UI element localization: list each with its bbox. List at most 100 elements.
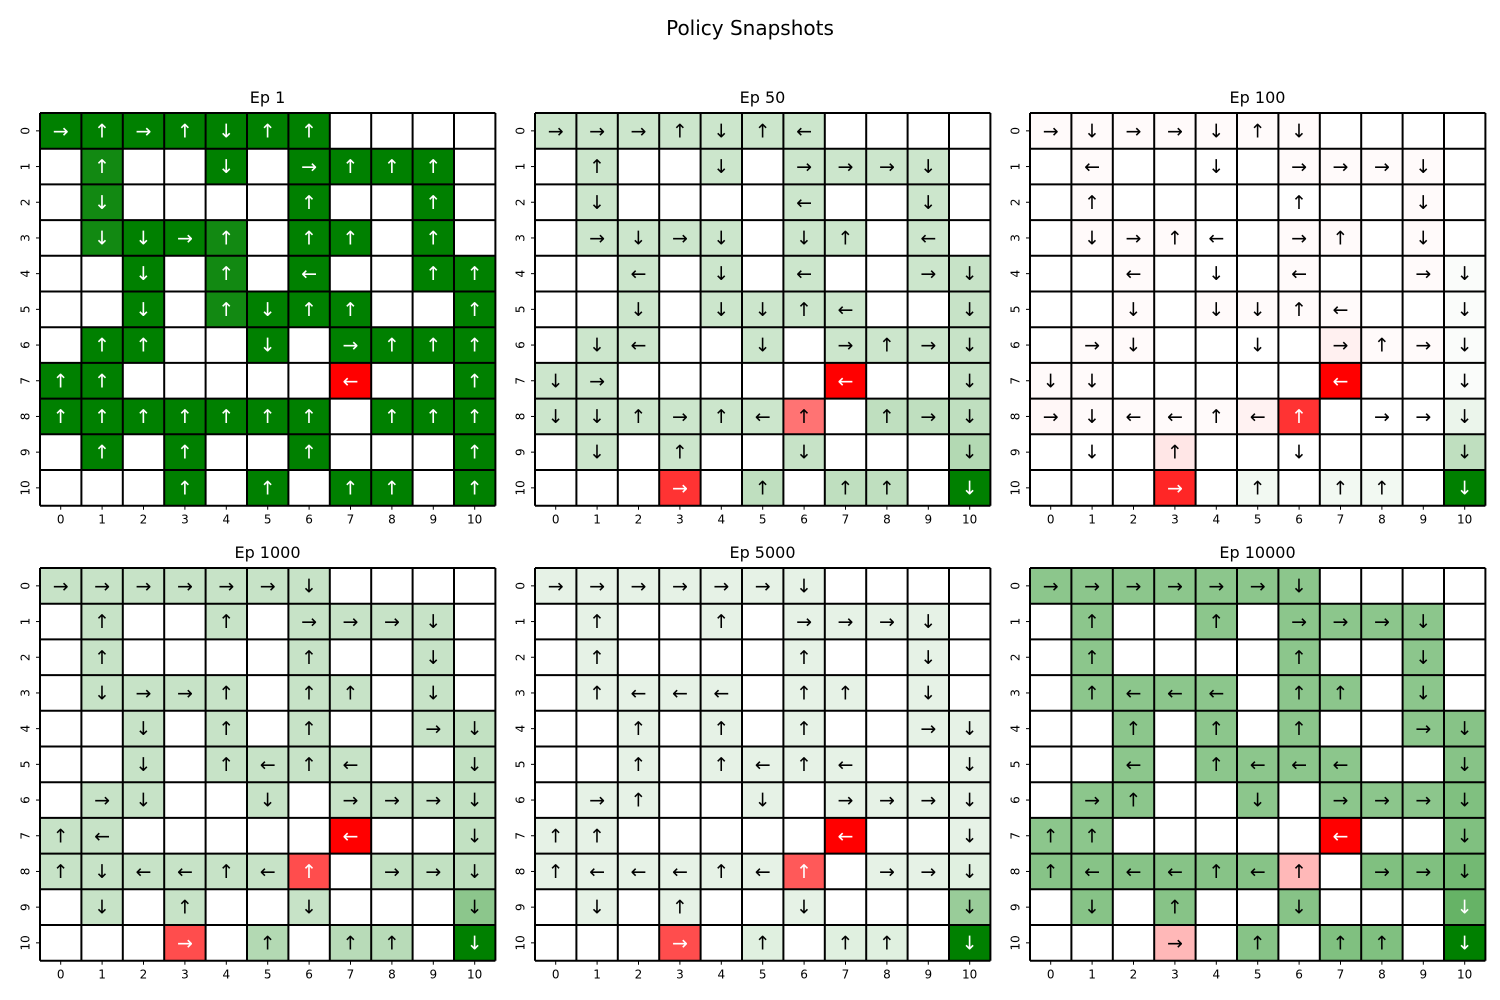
heatmap-cell	[1071, 817, 1113, 854]
policy-arrow: ↑	[425, 406, 441, 428]
heatmap-cell	[288, 817, 330, 854]
policy-arrow: ↓	[1457, 861, 1473, 883]
heatmap-cell	[949, 362, 991, 399]
heatmap-cell	[1319, 782, 1362, 818]
policy-arrow: ↑	[425, 192, 441, 214]
policy-arrow: ↑	[343, 682, 359, 704]
policy-heatmap: → → → ↑ ↓ ↑ ← ↑ ↓ → → → ↓ ↓ ← ↓ → ↓ → ↓ ↓ ↑ ← ← ↓ ← → ↓ ↓ ↓ ↓ ↑ ← ↓ ↓ ← ↓ → ↑ →…	[514, 112, 992, 527]
heatmap-cell	[576, 255, 618, 292]
heatmap-cell	[1361, 470, 1403, 506]
policy-arrow: ←	[343, 825, 359, 847]
y-tick-label: 3	[19, 234, 33, 242]
heatmap-cell	[81, 710, 123, 747]
heatmap-cell	[866, 398, 908, 435]
x-tick-label: 3	[676, 968, 684, 982]
policy-arrow: ↑	[53, 825, 69, 847]
heatmap-cell	[1154, 291, 1196, 328]
heatmap-cell	[288, 889, 330, 925]
policy-heatmap: → → → → → → ↓ ↑ ↑ → → → ↓ ↑ ↑ ↓ ↑ ← ← ← ↑ ↑ ↓ ↑ ↑ ↑ → ↓ ↑ ↑ ← ↑ ← ↓ → ↑ ↓ → → →…	[514, 567, 992, 982]
heatmap-cell	[247, 675, 289, 711]
heatmap-cell	[1237, 220, 1279, 256]
policy-arrow: →	[1167, 477, 1183, 499]
heatmap-cell	[535, 568, 577, 604]
x-tick-label: 1	[593, 513, 601, 527]
policy-arrow: ↑	[260, 120, 276, 142]
policy-arrow: ←	[1250, 754, 1266, 776]
heatmap-cell	[247, 362, 289, 399]
policy-arrow: ↓	[713, 156, 729, 178]
heatmap-cell	[81, 434, 123, 470]
heatmap-cell	[1402, 327, 1444, 363]
policy-arrow: ↓	[796, 227, 812, 249]
heatmap-cell	[454, 184, 496, 221]
heatmap-cell	[412, 255, 454, 292]
policy-arrow: →	[384, 790, 400, 812]
policy-arrow: ↓	[920, 647, 936, 669]
policy-arrow: →	[1415, 790, 1431, 812]
heatmap-cell	[659, 853, 701, 890]
heatmap-cell	[329, 568, 372, 604]
heatmap-cell	[81, 362, 123, 399]
heatmap-cell	[122, 782, 165, 818]
heatmap-cell	[742, 327, 784, 363]
x-tick-label: 4	[222, 513, 230, 527]
heatmap-cell	[40, 639, 82, 676]
policy-arrow: →	[301, 156, 317, 178]
heatmap-cell	[742, 675, 784, 711]
heatmap-cell	[329, 148, 372, 185]
x-tick-label: 10	[962, 968, 977, 982]
heatmap-cell	[576, 362, 618, 399]
heatmap-cell	[1030, 889, 1072, 925]
policy-arrow: →	[1333, 335, 1349, 357]
y-tick-label: 3	[1009, 689, 1023, 697]
heatmap-cell	[412, 113, 454, 149]
y-tick-label: 9	[1009, 448, 1023, 456]
policy-arrow: ↑	[218, 861, 234, 883]
x-tick-label: 0	[1047, 513, 1055, 527]
y-tick-label: 5	[19, 761, 33, 769]
heatmap-cell	[1030, 291, 1072, 328]
heatmap-cell	[617, 710, 660, 747]
heatmap-cell	[783, 675, 825, 711]
policy-arrow: ↓	[962, 897, 978, 919]
heatmap-cell	[122, 925, 165, 961]
heatmap-cell	[907, 434, 949, 470]
heatmap-cell	[164, 362, 206, 399]
y-tick-label: 4	[514, 270, 528, 278]
heatmap-cell	[1237, 184, 1279, 221]
policy-arrow: →	[425, 861, 441, 883]
policy-arrow: ↑	[384, 477, 400, 499]
policy-arrow: ↑	[53, 406, 69, 428]
heatmap-cell	[1319, 220, 1362, 256]
y-tick-label: 0	[514, 582, 528, 590]
heatmap-cell	[659, 675, 701, 711]
policy-arrow: ↓	[1457, 370, 1473, 392]
heatmap-cell	[1402, 220, 1444, 256]
heatmap-cell	[617, 675, 660, 711]
heatmap-cell	[205, 113, 247, 149]
policy-arrow: ↓	[136, 718, 152, 740]
policy-arrow: →	[1250, 575, 1266, 597]
policy-arrow: ↑	[301, 682, 317, 704]
policy-arrow: ↑	[301, 754, 317, 776]
heatmap-cell	[205, 148, 247, 185]
policy-arrow: ↓	[136, 227, 152, 249]
heatmap-cell	[783, 710, 825, 747]
y-tick-label: 6	[1009, 796, 1023, 804]
x-tick-label: 6	[800, 513, 808, 527]
heatmap-cell	[164, 746, 206, 783]
heatmap-cell	[700, 746, 742, 783]
heatmap-cell	[122, 255, 165, 292]
heatmap-cell	[1071, 470, 1113, 506]
heatmap-cell	[824, 220, 867, 256]
heatmap-cell	[1154, 710, 1196, 747]
heatmap-cell	[1319, 113, 1362, 149]
policy-arrow: ↑	[177, 406, 193, 428]
x-tick-label: 8	[388, 513, 396, 527]
heatmap-cell	[1154, 603, 1196, 640]
heatmap-cell	[205, 853, 247, 890]
x-tick-label: 7	[842, 968, 850, 982]
policy-arrow: ↓	[136, 754, 152, 776]
x-tick-label: 0	[552, 968, 560, 982]
y-tick-label: 4	[514, 725, 528, 733]
